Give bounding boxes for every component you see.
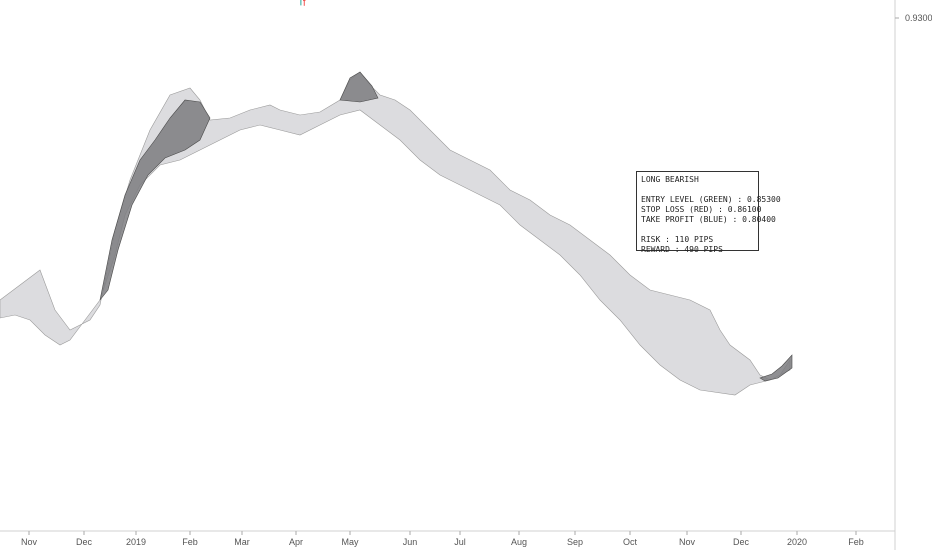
x-tick-label: Feb	[848, 537, 864, 547]
x-tick-label: Oct	[623, 537, 638, 547]
x-tick-label: Aug	[511, 537, 527, 547]
candlesticks	[300, 0, 306, 6]
x-tick-label: 2020	[787, 537, 807, 547]
x-tick-label: Jul	[454, 537, 466, 547]
cloud-segment	[759, 354, 793, 382]
cloud-segment	[99, 99, 211, 301]
x-tick-label: Feb	[182, 537, 198, 547]
x-tick-label: Apr	[289, 537, 303, 547]
x-tick-label: Dec	[76, 537, 93, 547]
info-spacer	[641, 185, 754, 195]
x-axis-ticks: Nov Dec 2019 Feb Mar Apr May Jun Jul Aug Sep Oct Nov…	[21, 531, 864, 547]
x-tick-label: Nov	[21, 537, 38, 547]
candle-body	[303, 0, 306, 2]
cloud-segment	[339, 71, 379, 103]
y-axis-ticks: 0.930000.920000.910000.900000.890000.880…	[895, 13, 932, 23]
info-spacer	[641, 225, 754, 235]
x-tick-label: Sep	[567, 537, 583, 547]
x-tick-label: Nov	[679, 537, 696, 547]
x-tick-label: Jun	[403, 537, 418, 547]
x-tick-label: Dec	[733, 537, 750, 547]
y-tick-label: 0.93000	[905, 13, 932, 23]
trade-info-box: LONG BEARISH ENTRY LEVEL (GREEN) : 0.853…	[636, 171, 781, 254]
x-tick-label: May	[341, 537, 359, 547]
ichimoku-cloud	[0, 71, 793, 396]
info-reward: REWARD : 490 PIPS	[641, 245, 723, 254]
info-take-profit: TAKE PROFIT (BLUE) : 0.80400	[641, 215, 776, 224]
info-entry-level: ENTRY LEVEL (GREEN) : 0.85300	[641, 195, 781, 204]
info-title: LONG BEARISH	[641, 175, 699, 184]
x-tick-label: 2019	[126, 537, 146, 547]
info-stop-loss: STOP LOSS (RED) : 0.86100	[641, 205, 762, 214]
info-risk: RISK : 110 PIPS	[641, 235, 714, 244]
x-tick-label: Mar	[234, 537, 250, 547]
